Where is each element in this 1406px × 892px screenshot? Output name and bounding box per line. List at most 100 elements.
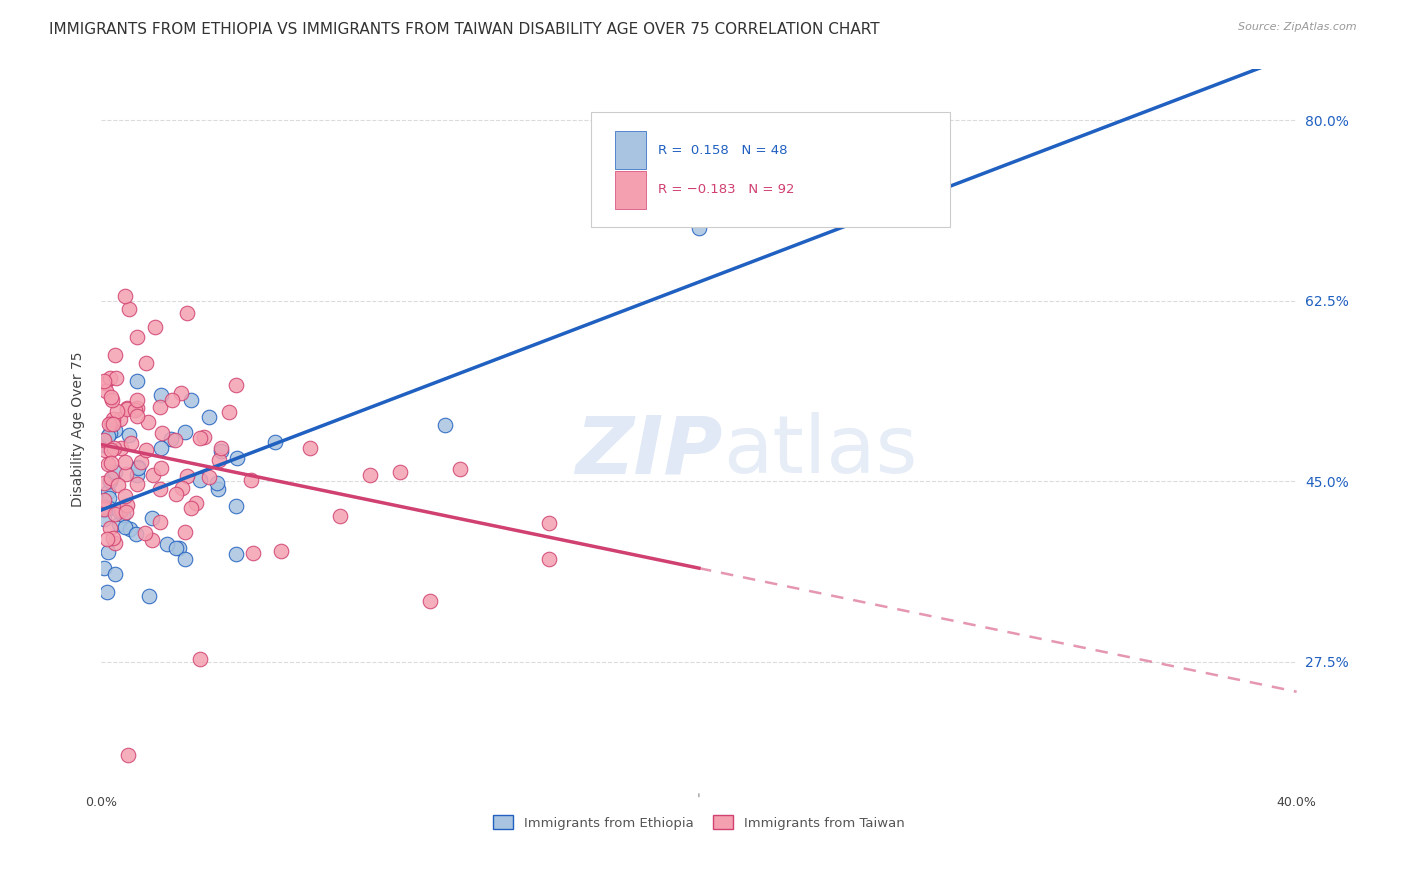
Point <box>174 551 197 566</box>
Point <box>149 441 172 455</box>
Point <box>101 417 124 431</box>
Point <box>97 429 120 443</box>
Point <box>96 532 118 546</box>
Point <box>127 401 149 415</box>
Text: ZIP: ZIP <box>575 412 723 491</box>
Point <box>205 476 228 491</box>
Point <box>163 433 186 447</box>
Point <box>100 443 122 458</box>
Point <box>100 392 122 407</box>
Point <box>110 503 132 517</box>
Point <box>143 319 166 334</box>
Point <box>419 594 441 608</box>
Point <box>449 462 471 476</box>
Point <box>96 458 118 472</box>
Y-axis label: Disability Age Over 75: Disability Age Over 75 <box>72 352 86 508</box>
Point <box>127 477 149 491</box>
Point <box>299 441 322 455</box>
Text: atlas: atlas <box>723 412 917 491</box>
Point <box>180 393 202 408</box>
Point <box>96 584 118 599</box>
Point <box>100 417 122 431</box>
Point <box>198 410 221 425</box>
Point <box>118 301 141 316</box>
Point <box>103 532 125 546</box>
Point <box>159 432 181 446</box>
Point <box>93 434 115 448</box>
Point <box>138 589 160 603</box>
Point <box>149 516 172 530</box>
Point <box>117 747 139 762</box>
Point <box>156 537 179 551</box>
Point <box>433 417 456 432</box>
Point <box>93 493 115 508</box>
Point <box>135 356 157 370</box>
Point <box>239 474 262 488</box>
Text: R = −0.183   N = 92: R = −0.183 N = 92 <box>658 184 794 196</box>
Point <box>97 417 120 431</box>
Point <box>94 376 117 390</box>
Point <box>108 412 131 426</box>
Point <box>165 541 187 555</box>
Point <box>104 567 127 582</box>
Point <box>114 288 136 302</box>
Point <box>169 541 191 556</box>
FancyBboxPatch shape <box>616 171 647 209</box>
Point <box>115 401 138 415</box>
Point <box>115 505 138 519</box>
Text: R =  0.158   N = 48: R = 0.158 N = 48 <box>658 144 787 157</box>
Point <box>108 504 131 518</box>
Point <box>104 371 127 385</box>
Point <box>100 371 122 385</box>
Point <box>120 436 142 450</box>
FancyBboxPatch shape <box>592 112 950 227</box>
Point <box>93 500 115 514</box>
Legend: Immigrants from Ethiopia, Immigrants from Taiwan: Immigrants from Ethiopia, Immigrants fro… <box>488 810 910 835</box>
Point <box>142 468 165 483</box>
Point <box>94 384 117 399</box>
Point <box>115 467 138 482</box>
Point <box>104 507 127 521</box>
Point <box>93 560 115 574</box>
Point <box>108 516 131 531</box>
Point <box>125 527 148 541</box>
Point <box>141 511 163 525</box>
Point <box>98 425 121 440</box>
FancyBboxPatch shape <box>616 131 647 169</box>
Point <box>149 461 172 475</box>
Point <box>176 306 198 320</box>
Point <box>135 442 157 457</box>
Point <box>125 375 148 389</box>
Point <box>127 409 149 424</box>
Point <box>209 444 232 458</box>
Point <box>174 524 197 539</box>
Point <box>93 502 115 516</box>
Point <box>104 465 127 479</box>
Point <box>329 508 352 523</box>
Point <box>103 412 125 426</box>
Point <box>186 495 208 509</box>
Point <box>112 508 135 522</box>
Point <box>263 435 285 450</box>
Point <box>98 491 121 505</box>
Text: Source: ZipAtlas.com: Source: ZipAtlas.com <box>1239 22 1357 32</box>
Point <box>180 501 202 516</box>
Point <box>165 487 187 501</box>
Point <box>104 348 127 362</box>
Point <box>359 468 381 483</box>
Point <box>127 459 149 474</box>
Point <box>100 471 122 485</box>
Point <box>104 536 127 550</box>
Point <box>93 438 115 452</box>
Point <box>209 442 232 456</box>
Point <box>226 450 249 465</box>
Point <box>93 501 115 516</box>
Point <box>125 467 148 482</box>
Point <box>125 330 148 344</box>
Point <box>129 454 152 468</box>
Point <box>134 525 156 540</box>
Point <box>98 501 121 516</box>
Point <box>97 544 120 558</box>
Point <box>110 441 132 455</box>
Point <box>160 392 183 407</box>
